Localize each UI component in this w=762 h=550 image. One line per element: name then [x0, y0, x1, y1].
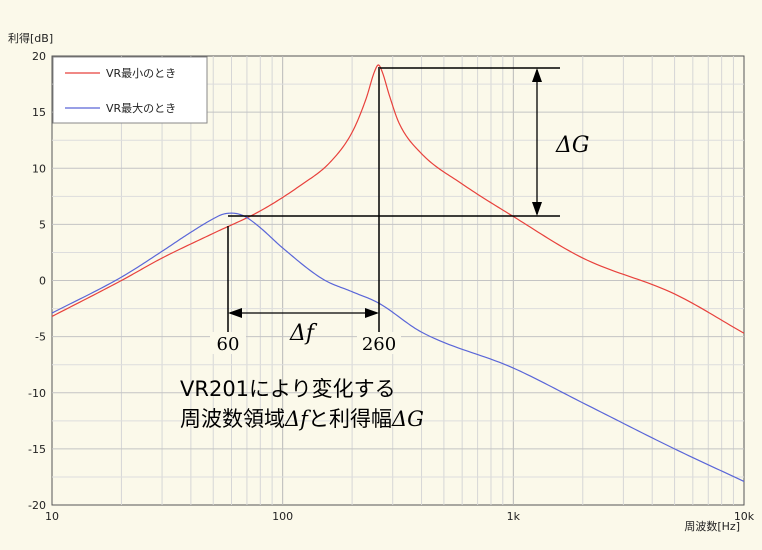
freq-high-label: 260	[362, 334, 396, 355]
label-bg-60	[210, 332, 246, 354]
y-tick-label: 15	[32, 106, 46, 119]
y-tick-label: -15	[28, 443, 46, 456]
delta-g-label: ΔG	[555, 133, 589, 158]
x-tick-label: 10k	[734, 510, 755, 523]
note-line-1: VR201により変化する	[180, 377, 396, 401]
y-tick-label: 0	[39, 275, 46, 288]
annotations: ΔG Δf 60 260 VR201により変化する 周波数領域Δfと利得幅ΔG	[180, 67, 589, 431]
delta-g-arrowhead-bottom	[532, 202, 542, 216]
series-line-vr-min	[51, 64, 745, 334]
series-line-vr-max	[51, 212, 745, 482]
y-tick-label: 5	[39, 218, 46, 231]
y-axis-label: 利得[dB]	[8, 32, 53, 45]
y-tick-label: 20	[32, 50, 46, 63]
y-tick-label: -10	[28, 387, 46, 400]
legend-label-vr-min: VR最小のとき	[106, 67, 176, 80]
y-tick-label: 10	[32, 162, 46, 175]
legend-label-vr-max: VR最大のとき	[106, 101, 176, 115]
delta-f-arrowhead-left	[228, 308, 242, 318]
note-line-2-dg: ΔG	[391, 407, 424, 431]
note-line-2-prefix: 周波数領域	[180, 407, 285, 431]
x-tick-label: 100	[272, 510, 293, 523]
delta-f-label: Δf	[289, 321, 318, 346]
freq-low-label: 60	[217, 334, 240, 355]
x-tick-label: 1k	[507, 510, 521, 523]
note-line-2-df: Δf	[284, 407, 311, 431]
x-tick-label: 10	[45, 510, 59, 523]
grid	[52, 56, 744, 505]
y-tick-labels: 20 15 10 5 0 -5 -10 -15 -20	[28, 50, 46, 512]
y-tick-label: -20	[28, 499, 46, 512]
legend-box	[52, 56, 208, 124]
series	[51, 64, 745, 482]
delta-f-arrowhead-right	[365, 308, 379, 318]
x-tick-labels: 10 100 1k 10k	[45, 510, 755, 523]
legend: VR最小のとき VR最大のとき	[52, 56, 208, 124]
label-bg-260	[357, 332, 401, 354]
delta-g-arrowhead-top	[532, 68, 542, 82]
note-line-2: 周波数領域Δfと利得幅ΔG	[180, 407, 424, 431]
note-line-2-mid: と利得幅	[308, 407, 392, 431]
y-tick-label: -5	[35, 331, 46, 344]
x-axis-label: 周波数[Hz]	[684, 520, 740, 533]
